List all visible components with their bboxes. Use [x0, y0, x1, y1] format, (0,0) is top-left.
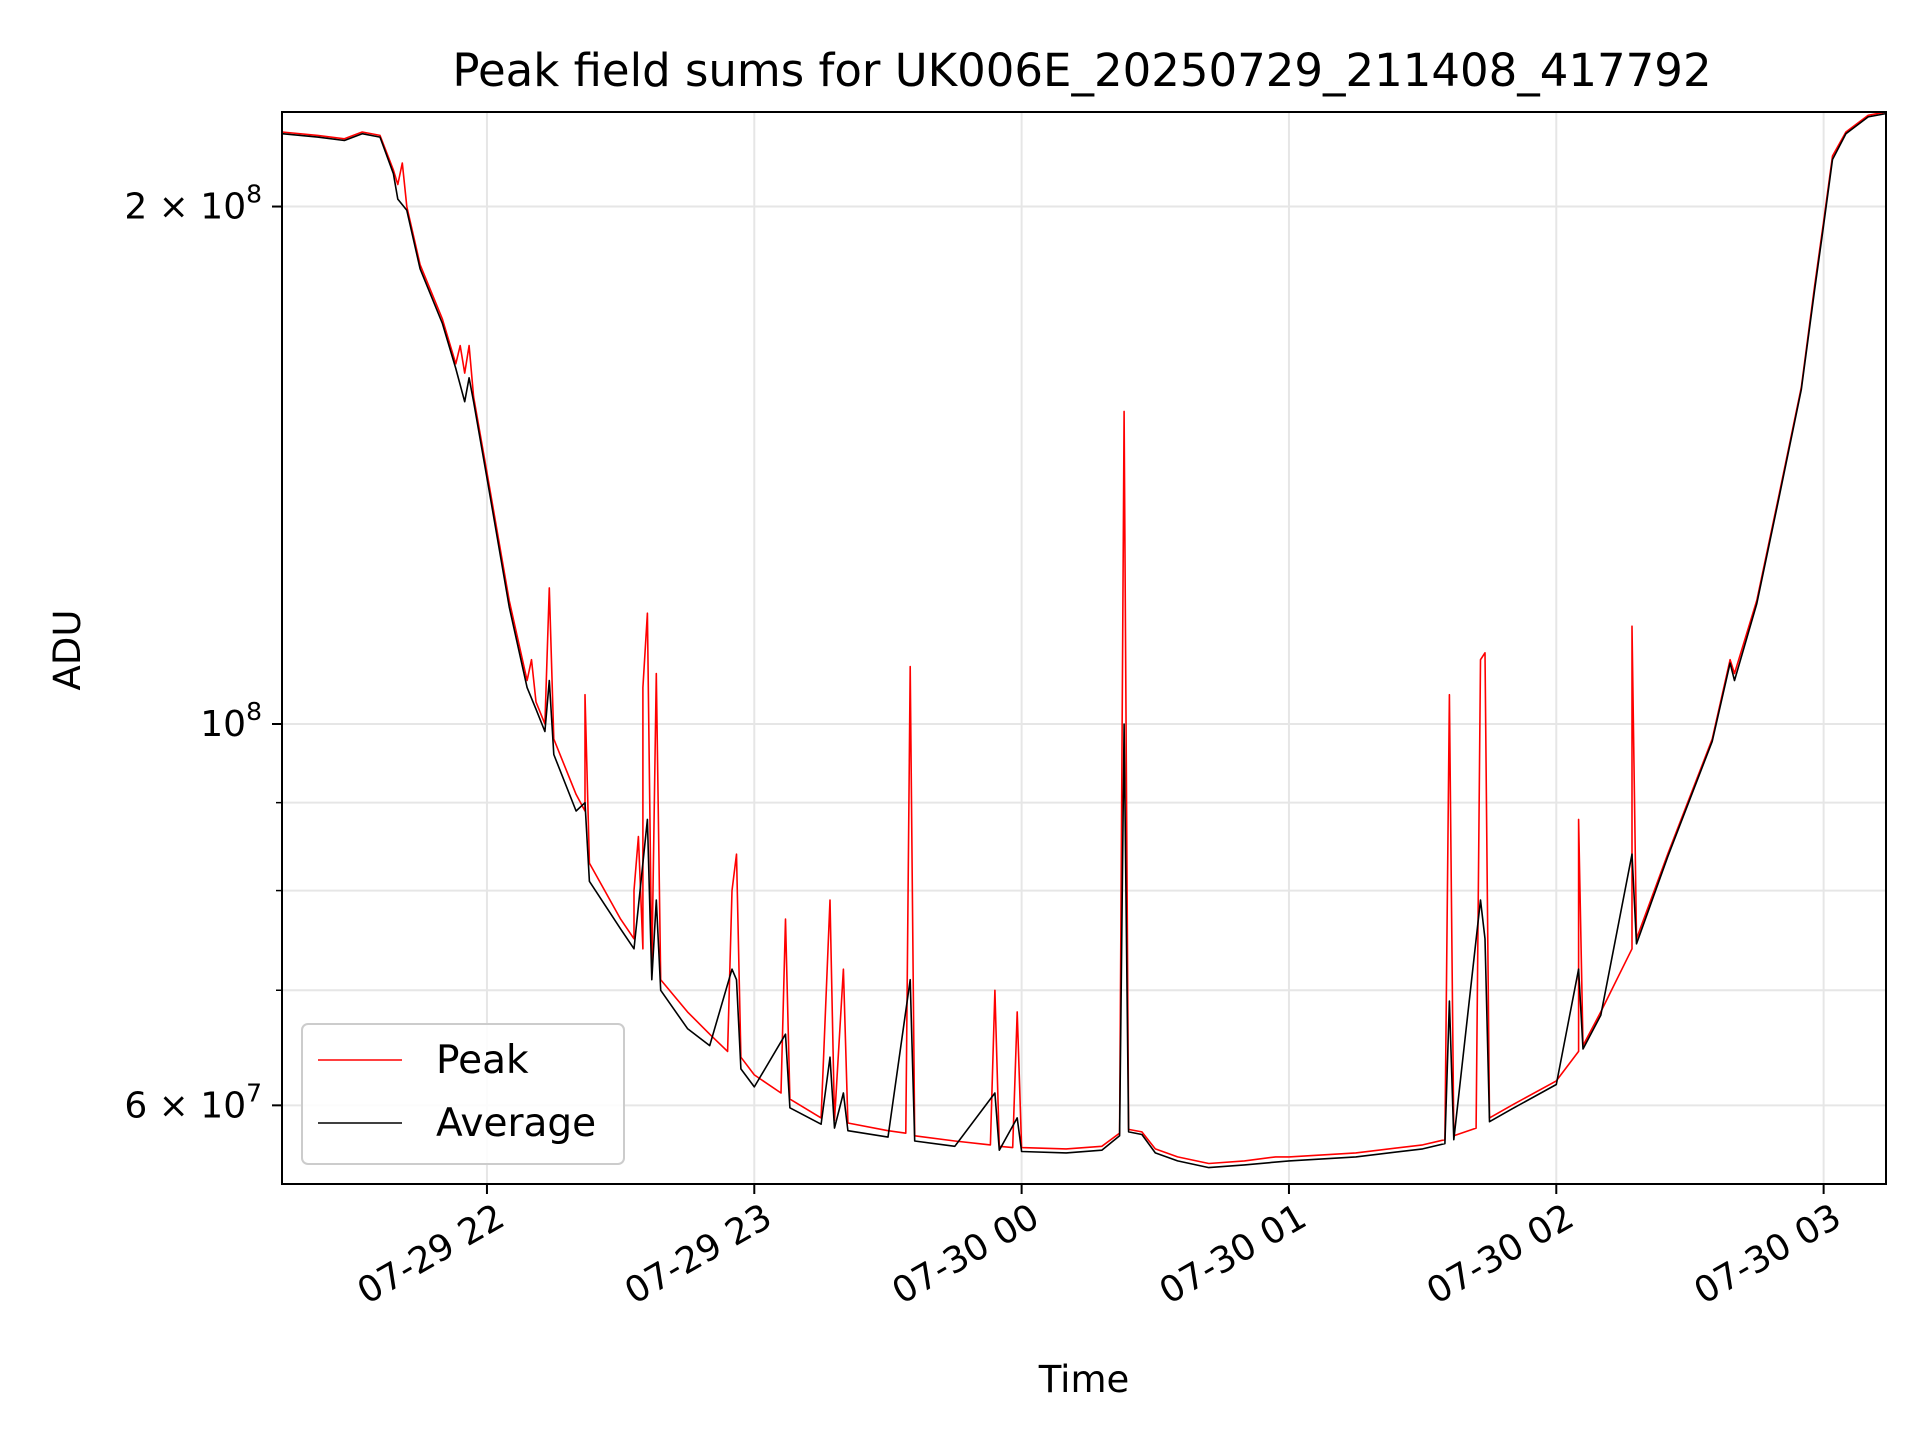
legend-box: [301, 1023, 625, 1165]
svg-text:6 × 107: 6 × 107: [124, 1078, 262, 1126]
y-tick-mantissa: 6 × 10: [124, 1085, 246, 1126]
svg-text:2 × 108: 2 × 108: [124, 180, 262, 228]
legend: Peak Average: [301, 1023, 625, 1165]
y-axis-label: ADU: [46, 610, 89, 691]
legend-label-average: Average: [436, 1101, 596, 1146]
y-tick-label: 6 × 107: [124, 1078, 262, 1126]
plot-frame: [281, 111, 1887, 1185]
x-axis-label: Time: [1038, 1358, 1130, 1401]
svg-text:108: 108: [200, 697, 262, 745]
series-layer: [282, 112, 1886, 1169]
legend-label-peak: Peak: [436, 1038, 529, 1083]
y-tick-mantissa: 2 × 10: [124, 187, 246, 228]
y-tick-mantissa: 10: [200, 704, 246, 745]
y-tick-label: 108: [200, 697, 262, 745]
y-tick-exponent: 8: [246, 180, 262, 209]
y-tick-exponent: 8: [246, 697, 262, 726]
series-line-peak: [282, 112, 1886, 1165]
grid: [282, 112, 1886, 1184]
y-tick-exponent: 7: [246, 1078, 262, 1107]
series-line-average: [282, 112, 1886, 1169]
y-tick-label: 2 × 108: [124, 180, 262, 228]
chart-title: Peak field sums for UK006E_20250729_2114…: [452, 44, 1711, 97]
